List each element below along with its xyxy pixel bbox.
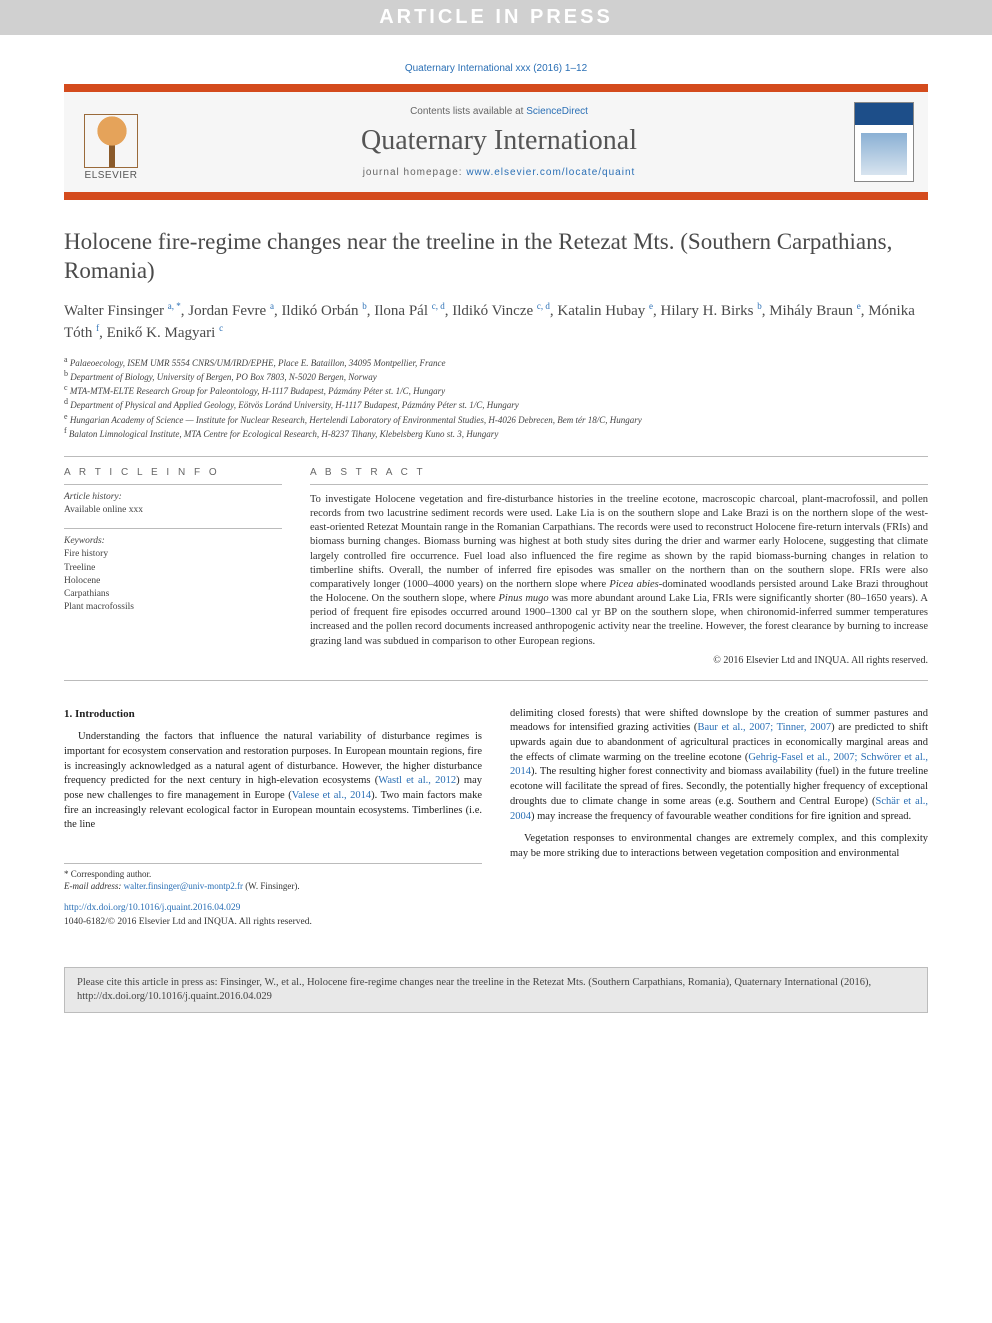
affiliation: f Balaton Limnological Institute, MTA Ce… [64, 426, 928, 440]
journal-homepage-line: journal homepage: www.elsevier.com/locat… [158, 167, 840, 178]
author: Walter Finsinger a, * [64, 303, 181, 319]
journal-box-center: Contents lists available at ScienceDirec… [158, 106, 840, 178]
homepage-prefix: journal homepage: [363, 167, 467, 178]
keyword: Fire history [64, 548, 282, 561]
keyword: Carpathians [64, 588, 282, 601]
author: Mihály Braun e [769, 303, 861, 319]
author: Jordan Fevre a [188, 303, 274, 319]
divider [64, 680, 928, 681]
citation-footer-box: Please cite this article in press as: Fi… [64, 967, 928, 1013]
article-history-label: Article history: [64, 491, 282, 504]
issn-copyright: 1040-6182/© 2016 Elsevier Ltd and INQUA.… [64, 917, 312, 927]
author: Enikő K. Magyari c [107, 325, 223, 341]
corresponding-email-link[interactable]: walter.finsinger@univ-montp2.fr [124, 881, 243, 891]
contents-lists-line: Contents lists available at ScienceDirec… [158, 106, 840, 117]
article-title: Holocene fire-regime changes near the tr… [64, 228, 928, 286]
body-right-column: delimiting closed forests) that were shi… [510, 707, 928, 929]
citation-link[interactable]: Valese et al., 2014 [292, 790, 371, 801]
journal-cover-thumbnail [854, 102, 914, 182]
contents-prefix: Contents lists available at [410, 106, 526, 117]
affiliation: d Department of Physical and Applied Geo… [64, 397, 928, 411]
divider [64, 456, 928, 457]
elsevier-wordmark: ELSEVIER [85, 170, 138, 181]
elsevier-logo: ELSEVIER [78, 103, 144, 181]
body-paragraph: Understanding the factors that influence… [64, 730, 482, 833]
journal-name: Quaternary International [158, 125, 840, 157]
article-history-block: Article history: Available online xxx [64, 484, 282, 517]
keyword: Treeline [64, 562, 282, 575]
journal-header-box: ELSEVIER Contents lists available at Sci… [64, 84, 928, 200]
keyword: Plant macrofossils [64, 601, 282, 614]
elsevier-tree-icon [84, 114, 138, 168]
affiliation: a Palaeoecology, ISEM UMR 5554 CNRS/UM/I… [64, 355, 928, 369]
abstract-copyright: © 2016 Elsevier Ltd and INQUA. All right… [310, 655, 928, 666]
body-paragraph: delimiting closed forests) that were shi… [510, 707, 928, 825]
author: Katalin Hubay e [557, 303, 653, 319]
citation-link[interactable]: Gehrig-Fasel et al., 2007; Schwörer et a… [510, 752, 928, 778]
page-content: Quaternary International xxx (2016) 1–12… [0, 35, 992, 949]
article-history-text: Available online xxx [64, 504, 282, 517]
keywords-list: Fire historyTreelineHoloceneCarpathiansP… [64, 548, 282, 614]
email-suffix: (W. Finsinger). [245, 881, 299, 891]
article-info-column: A R T I C L E I N F O Article history: A… [64, 467, 282, 666]
author: Ildikó Vincze c, d [452, 303, 550, 319]
doi-link[interactable]: http://dx.doi.org/10.1016/j.quaint.2016.… [64, 903, 240, 913]
sciencedirect-link[interactable]: ScienceDirect [526, 106, 588, 117]
author: Ildikó Orbán b [281, 303, 366, 319]
top-citation-line: Quaternary International xxx (2016) 1–12 [64, 63, 928, 74]
abstract-column: A B S T R A C T To investigate Holocene … [310, 467, 928, 666]
body-two-column: 1. Introduction Understanding the factor… [64, 707, 928, 929]
keyword: Holocene [64, 575, 282, 588]
article-in-press-banner: ARTICLE IN PRESS [0, 0, 992, 35]
affiliation: b Department of Biology, University of B… [64, 369, 928, 383]
journal-homepage-link[interactable]: www.elsevier.com/locate/quaint [466, 167, 635, 178]
citation-link[interactable]: Schär et al., 2004 [510, 796, 928, 822]
citation-link[interactable]: Baur et al., 2007; Tinner, 2007 [697, 722, 831, 733]
affiliation: e Hungarian Academy of Science — Institu… [64, 412, 928, 426]
author: Hilary H. Birks b [661, 303, 762, 319]
keywords-block: Keywords: Fire historyTreelineHoloceneCa… [64, 528, 282, 614]
email-label: E-mail address: [64, 881, 121, 891]
affiliation-list: a Palaeoecology, ISEM UMR 5554 CNRS/UM/I… [64, 355, 928, 440]
article-info-heading: A R T I C L E I N F O [64, 467, 282, 478]
corresponding-label: * Corresponding author. [64, 868, 482, 880]
affiliation: c MTA-MTM-ELTE Research Group for Paleon… [64, 383, 928, 397]
doi-block: http://dx.doi.org/10.1016/j.quaint.2016.… [64, 902, 482, 929]
citation-link[interactable]: Wastl et al., 2012 [378, 775, 456, 786]
introduction-heading: 1. Introduction [64, 707, 482, 722]
corresponding-email-line: E-mail address: walter.finsinger@univ-mo… [64, 880, 482, 892]
keywords-label: Keywords: [64, 535, 282, 548]
abstract-heading: A B S T R A C T [310, 467, 928, 478]
body-paragraph: Vegetation responses to environmental ch… [510, 832, 928, 861]
info-abstract-row: A R T I C L E I N F O Article history: A… [64, 467, 928, 666]
abstract-text: To investigate Holocene vegetation and f… [310, 484, 928, 649]
author-list: Walter Finsinger a, *, Jordan Fevre a, I… [64, 300, 928, 346]
author: Ilona Pál c, d [374, 303, 445, 319]
body-left-column: 1. Introduction Understanding the factor… [64, 707, 482, 929]
corresponding-author-block: * Corresponding author. E-mail address: … [64, 863, 482, 892]
